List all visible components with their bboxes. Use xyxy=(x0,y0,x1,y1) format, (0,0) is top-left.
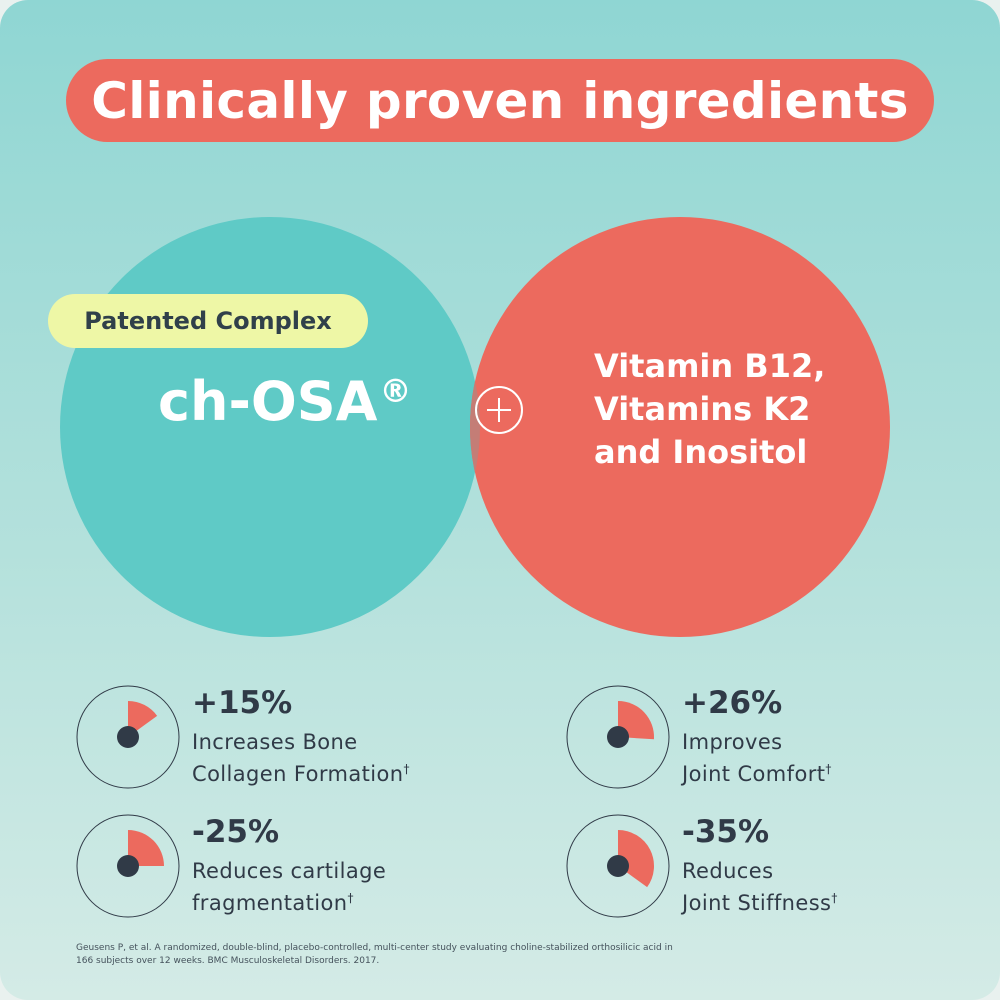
registered-mark: ® xyxy=(379,372,412,410)
stat-line-1: Reduces cartilage xyxy=(192,859,387,883)
gauge-ring xyxy=(76,814,180,918)
stat-description: Improves Joint Comfort† xyxy=(682,729,832,788)
stat-value: +15% xyxy=(192,685,293,721)
plus-icon xyxy=(475,386,523,434)
stat-joint-comfort: +26% Improves Joint Comfort† xyxy=(566,685,986,800)
title-banner: Clinically proven ingredients xyxy=(66,59,934,142)
page-title: Clinically proven ingredients xyxy=(91,71,909,130)
pie-gauge-icon xyxy=(566,814,670,918)
venn-circle-right xyxy=(470,217,890,637)
gauge-center-dot xyxy=(117,855,139,877)
gauge-center-dot xyxy=(607,726,629,748)
gauge-ring xyxy=(76,685,180,789)
stat-description: Reduces Joint Stiffness† xyxy=(682,858,838,917)
left-ingredient: ch-OSA® xyxy=(158,370,411,433)
dagger-mark: † xyxy=(403,762,410,776)
stat-line-1: Increases Bone xyxy=(192,730,358,754)
dagger-mark: † xyxy=(825,762,832,776)
stat-line-2: Joint Stiffness xyxy=(682,891,832,915)
stat-line-2: fragmentation xyxy=(192,891,348,915)
gauge-ring xyxy=(566,814,670,918)
stat-cartilage-fragmentation: -25% Reduces cartilage fragmentation† xyxy=(76,814,496,929)
stat-line-2: Collagen Formation xyxy=(192,762,404,786)
stat-description: Reduces cartilage fragmentation† xyxy=(192,858,386,917)
stat-value: -35% xyxy=(682,814,770,850)
gauge-center-dot xyxy=(117,726,139,748)
right-ingredients: Vitamin B12, Vitamins K2 and Inositol xyxy=(594,345,894,474)
footnote-citation: Geusens P, et al. A randomized, double-b… xyxy=(76,943,673,966)
right-ingredient-line: Vitamin B12, xyxy=(594,347,826,385)
right-ingredient-line: Vitamins K2 xyxy=(594,390,811,428)
stat-joint-stiffness: -35% Reduces Joint Stiffness† xyxy=(566,814,986,929)
pie-gauge-icon xyxy=(76,685,180,789)
left-ingredient-name: ch-OSA xyxy=(158,370,378,433)
stat-value: +26% xyxy=(682,685,783,721)
pie-gauge-icon xyxy=(566,685,670,789)
badge-label: Patented Complex xyxy=(84,307,332,335)
stat-line-1: Reduces xyxy=(682,859,774,883)
stat-bone-collagen: +15% Increases Bone Collagen Formation† xyxy=(76,685,496,800)
pie-gauge-icon xyxy=(76,814,180,918)
gauge-wedge xyxy=(618,701,655,740)
dagger-mark: † xyxy=(347,891,354,905)
gauge-wedge xyxy=(128,701,158,737)
patented-complex-badge: Patented Complex xyxy=(48,294,368,348)
gauge-ring xyxy=(566,685,670,789)
stat-description: Increases Bone Collagen Formation† xyxy=(192,729,410,788)
dagger-mark: † xyxy=(831,891,838,905)
stat-line-1: Improves xyxy=(682,730,783,754)
right-ingredient-line: and Inositol xyxy=(594,433,808,471)
gauge-wedge xyxy=(618,830,654,888)
gauge-center-dot xyxy=(607,855,629,877)
stat-value: -25% xyxy=(192,814,280,850)
stat-line-2: Joint Comfort xyxy=(682,762,826,786)
gauge-wedge xyxy=(128,830,164,866)
